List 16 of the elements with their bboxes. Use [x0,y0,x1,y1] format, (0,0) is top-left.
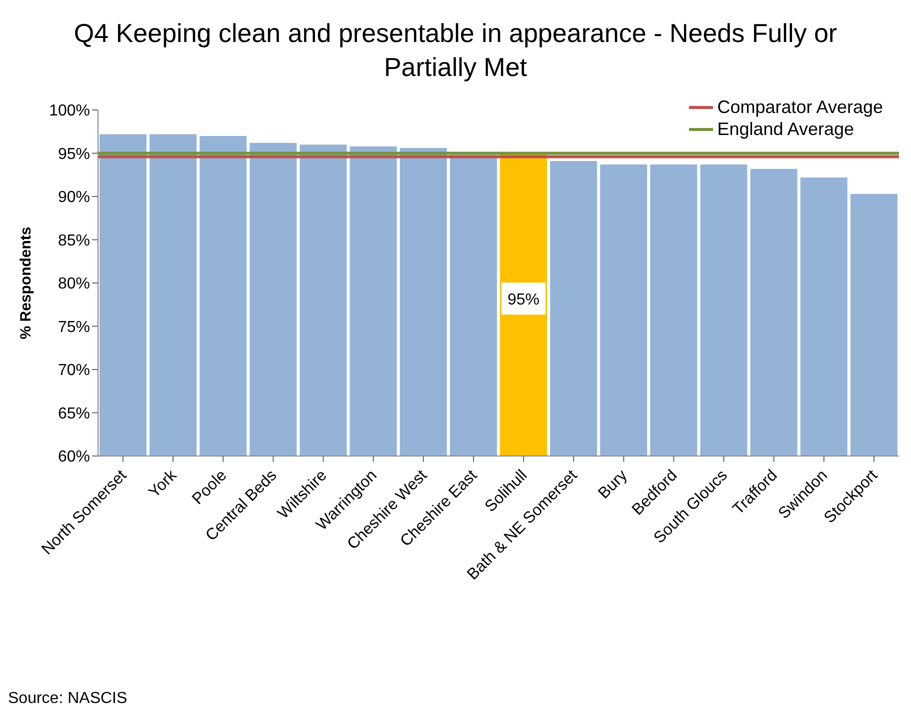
legend-label: England Average [717,118,854,140]
y-tick-label: 95% [58,146,90,163]
data-label: 95% [507,292,540,309]
y-tick-label: 100% [49,102,90,120]
source-note: Source: NASCIS [8,690,128,708]
y-axis-title: % Respondents [17,226,34,340]
y-tick-label: 80% [58,276,90,293]
y-tick-label: 75% [58,318,90,336]
chart-title: Q4 Keeping clean and presentable in appearance - Needs Fully or Partially Met [72,17,838,84]
x-tick-label: York [146,466,181,502]
y-tick-label: 65% [58,405,90,422]
y-tick-label: 90% [58,189,90,206]
legend-label: Comparator Average [717,96,883,118]
y-tick-label: 70% [58,362,90,380]
y-tick-label: 60% [58,448,90,466]
y-tick-label: 85% [58,232,90,250]
